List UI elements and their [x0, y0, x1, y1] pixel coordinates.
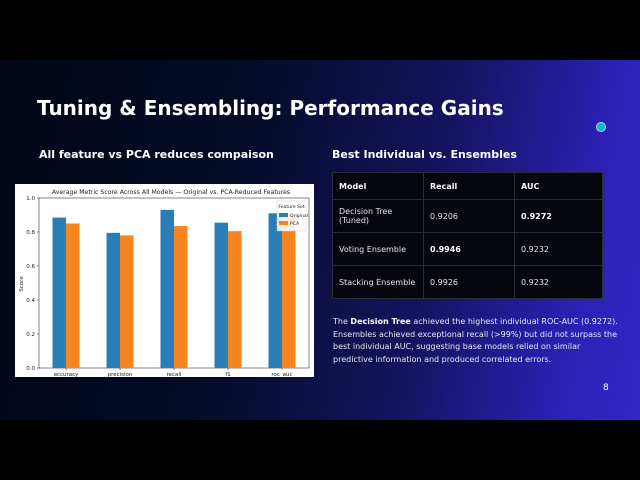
cell-model: Voting Ensemble [332, 232, 424, 266]
bar-pca-recall [174, 226, 188, 368]
x-tick-label: accuracy [54, 372, 80, 377]
cell-model: Stacking Ensemble [332, 265, 424, 299]
cell-model: Decision Tree (Tuned) [332, 199, 424, 233]
header-model: Model [332, 172, 424, 200]
chart-title: Average Metric Score Across All Models —… [52, 189, 290, 196]
summary-text: achieved the highest individual ROC-AUC … [333, 317, 618, 364]
cell-auc: 0.9272 [514, 199, 603, 233]
x-tick-label: precision [108, 372, 133, 377]
legend-swatch-original [279, 213, 288, 217]
legend-title: Feature Set [278, 204, 305, 210]
table-heading: Best Individual vs. Ensembles [332, 148, 517, 161]
cell-recall: 0.9206 [423, 199, 515, 233]
legend-label-original: Original [290, 213, 308, 219]
bar-original-f1 [214, 222, 228, 368]
table-row: Decision Tree (Tuned) 0.9206 0.9272 [332, 199, 603, 233]
bar-pca-roc_auc [282, 215, 296, 368]
y-tick-label: 0.0 [26, 366, 35, 372]
accent-dot-icon [596, 122, 606, 132]
slide-title: Tuning & Ensembling: Performance Gains [37, 96, 504, 120]
bar-original-roc_auc [268, 213, 282, 368]
cell-auc: 0.9232 [514, 265, 603, 299]
chart-heading: All feature vs PCA reduces compaison [39, 148, 274, 161]
comparison-table: Model Recall AUC Decision Tree (Tuned) 0… [332, 172, 603, 299]
bar-pca-accuracy [66, 223, 80, 368]
bar-original-accuracy [52, 217, 66, 368]
bar-pca-f1 [228, 231, 242, 368]
bar-pca-precision [120, 235, 134, 368]
y-tick-label: 0.2 [26, 332, 35, 338]
page-number: 8 [603, 383, 609, 393]
table-row: Voting Ensemble 0.9946 0.9232 [332, 232, 603, 266]
legend-label-pca: PCA [290, 221, 300, 227]
y-tick-label: 0.8 [26, 230, 35, 236]
cell-recall: 0.9946 [423, 232, 515, 266]
legend-swatch-pca [279, 221, 288, 225]
table-row: Stacking Ensemble 0.9926 0.9232 [332, 265, 603, 299]
x-tick-label: f1 [225, 372, 230, 377]
cell-recall: 0.9926 [423, 265, 515, 299]
bar-original-precision [106, 232, 120, 368]
header-recall: Recall [423, 172, 515, 200]
y-tick-label: 0.4 [26, 298, 35, 304]
cell-auc: 0.9232 [514, 232, 603, 266]
slide: Tuning & Ensembling: Performance Gains A… [0, 60, 640, 420]
y-axis-label: Score [19, 276, 25, 292]
y-tick-label: 0.6 [26, 264, 35, 270]
table-header-row: Model Recall AUC [332, 172, 603, 200]
x-tick-label: roc_auc [271, 372, 292, 377]
bar-chart: Average Metric Score Across All Models —… [15, 184, 314, 377]
summary-paragraph: The Decision Tree achieved the highest i… [333, 316, 618, 366]
bar-original-recall [160, 209, 174, 368]
y-tick-label: 1.0 [26, 196, 35, 202]
header-auc: AUC [514, 172, 603, 200]
summary-bold: Decision Tree [350, 317, 411, 326]
x-tick-label: recall [167, 372, 182, 377]
summary-prefix: The [333, 317, 351, 326]
